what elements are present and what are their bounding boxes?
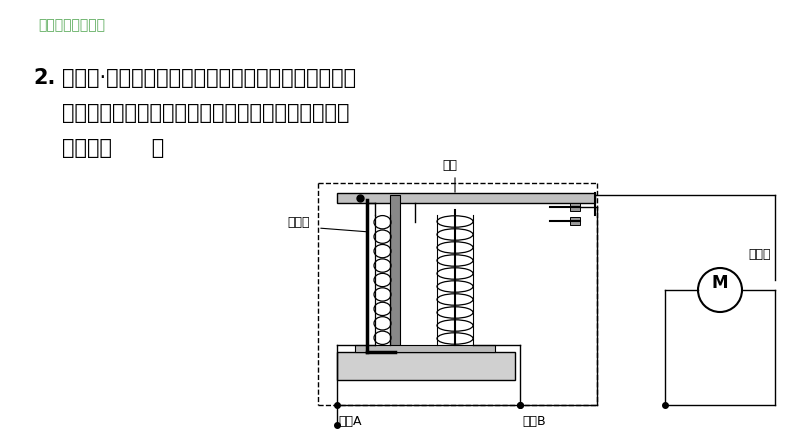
Text: 意图．要使电磁铁对衔铁的吸引力变大，以下做法可: 意图．要使电磁铁对衔铁的吸引力变大，以下做法可 xyxy=(62,103,349,123)
Polygon shape xyxy=(355,345,495,352)
Text: M: M xyxy=(711,274,728,292)
Text: 电动机: 电动机 xyxy=(748,249,770,261)
Text: 电源B: 电源B xyxy=(522,415,545,428)
Text: 电源A: 电源A xyxy=(338,415,361,428)
Text: 行的是（      ）: 行的是（ ） xyxy=(62,138,164,158)
Polygon shape xyxy=(337,193,595,203)
Text: 电磁铁: 电磁铁 xyxy=(287,215,310,228)
Text: 阶段强化专题训练: 阶段强化专题训练 xyxy=(38,18,105,32)
Polygon shape xyxy=(570,203,580,211)
Text: 2.: 2. xyxy=(33,68,56,88)
Polygon shape xyxy=(570,217,580,225)
Text: 【中考·自贡】如图是电磁继电器的构造和工作电路示: 【中考·自贡】如图是电磁继电器的构造和工作电路示 xyxy=(62,68,357,88)
Text: 衔铁: 衔铁 xyxy=(442,159,457,172)
Polygon shape xyxy=(390,195,400,350)
Polygon shape xyxy=(337,352,515,380)
